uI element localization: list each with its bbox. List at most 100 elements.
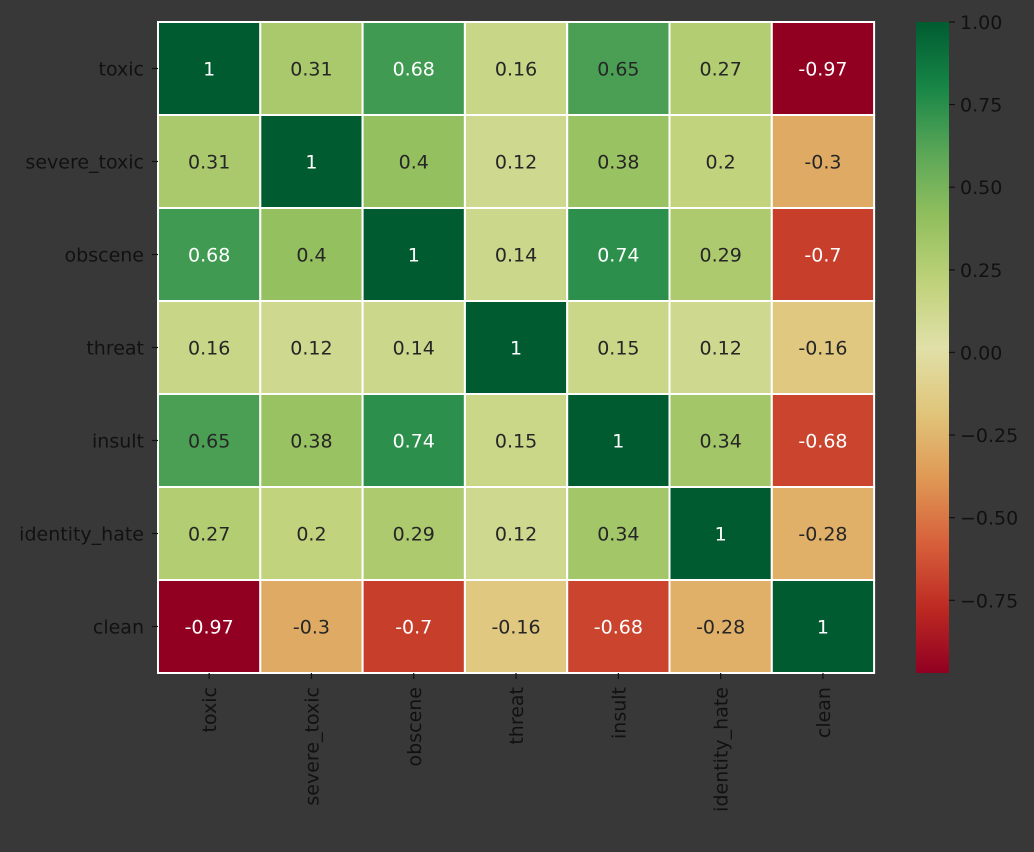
- cell-value-label: 0.12: [495, 524, 537, 546]
- heatmap-cell: [361, 114, 466, 209]
- heatmap-cell: [361, 207, 466, 302]
- cell-value-label: 0.16: [188, 338, 230, 360]
- heatmap-cell-labels: 1 0.31 0.68 0.16 0.65 0.27 -0.97 0.31 1 0.4 0.12 0.…: [185, 59, 848, 639]
- heatmap-cell: [259, 300, 364, 395]
- cell-value-label: 0.38: [597, 152, 639, 174]
- heatmap-cell: [668, 579, 773, 674]
- heatmap-cell: [259, 21, 364, 116]
- cell-value-label: -0.28: [696, 617, 745, 639]
- cell-value-label: 0.2: [296, 524, 326, 546]
- row-tick-label: insult: [92, 431, 144, 453]
- cell-value-label: -0.7: [395, 617, 432, 639]
- heatmap-cell: [463, 207, 569, 302]
- heatmap-cell: [463, 579, 569, 674]
- cell-value-label: 0.15: [495, 431, 537, 453]
- heatmap-cell: [361, 393, 466, 488]
- heatmap-cell: [668, 207, 773, 302]
- column-tick-label: severe_toxic: [301, 687, 323, 806]
- cell-value-label: 0.65: [188, 431, 230, 453]
- cell-value-label: 1: [817, 617, 829, 639]
- heatmap-cell: [566, 579, 671, 674]
- cell-value-label: 0.12: [699, 338, 741, 360]
- colorbar-tick-label: 0.25: [960, 260, 1002, 282]
- column-tick-label: obscene: [404, 687, 426, 766]
- column-tick-labels: toxic severe_toxic obscene threat insult iden…: [199, 673, 835, 812]
- cell-value-label: 0.14: [495, 245, 537, 267]
- row-tick-label: obscene: [65, 245, 144, 267]
- heatmap-cell: [770, 300, 876, 395]
- cell-value-label: 0.68: [188, 245, 230, 267]
- cell-value-label: -0.16: [798, 338, 847, 360]
- cell-value-label: 0.29: [393, 524, 435, 546]
- column-tick-label: insult: [608, 687, 630, 739]
- cell-value-label: -0.97: [185, 617, 234, 639]
- colorbar-tick-label: −0.50: [960, 508, 1018, 530]
- heatmap-cell: [259, 486, 364, 581]
- cell-value-label: 0.16: [495, 59, 537, 81]
- cell-value-label: 0.31: [290, 59, 332, 81]
- heatmap-cell: [668, 21, 773, 116]
- cell-value-label: -0.3: [293, 617, 330, 639]
- cell-value-label: 0.2: [706, 152, 736, 174]
- heatmap-cell: [157, 300, 262, 395]
- cell-value-label: 1: [715, 524, 727, 546]
- cell-value-label: 1: [203, 59, 215, 81]
- heatmap-cell: [259, 207, 364, 302]
- colorbar-tick-label: 0.75: [960, 95, 1002, 117]
- heatmap-cell: [157, 21, 262, 116]
- cell-value-label: 1: [408, 245, 420, 267]
- cell-value-label: 0.74: [393, 431, 435, 453]
- cell-value-label: 0.4: [296, 245, 326, 267]
- column-tick-label: threat: [506, 687, 528, 745]
- cell-value-label: 0.12: [495, 152, 537, 174]
- colorbar-tick-label: −0.25: [960, 425, 1018, 447]
- cell-value-label: 0.31: [188, 152, 230, 174]
- heatmap-cell: [157, 393, 262, 488]
- heatmap-cell: [566, 207, 671, 302]
- column-tick-label: clean: [813, 687, 835, 738]
- heatmap-cell: [770, 579, 876, 674]
- cell-value-label: 1: [612, 431, 624, 453]
- cell-value-label: -0.68: [594, 617, 643, 639]
- heatmap-cell: [566, 486, 671, 581]
- heatmap-cell: [668, 300, 773, 395]
- cell-value-label: -0.3: [804, 152, 841, 174]
- row-tick-label: toxic: [99, 59, 144, 81]
- cell-value-label: -0.97: [798, 59, 847, 81]
- cell-value-label: 0.65: [597, 59, 639, 81]
- cell-value-label: 0.34: [699, 431, 741, 453]
- row-tick-label: threat: [86, 338, 144, 360]
- cell-value-label: 0.29: [699, 245, 741, 267]
- colorbar-tick-label: 0.00: [960, 342, 1002, 364]
- heatmap-cell: [361, 579, 466, 674]
- colorbar-tick-label: 0.50: [960, 177, 1002, 199]
- heatmap-cell: [770, 486, 876, 581]
- cell-value-label: 0.34: [597, 524, 639, 546]
- cell-value-label: 1: [510, 338, 522, 360]
- colorbar-tick-label: −0.75: [960, 590, 1018, 612]
- cell-value-label: 0.15: [597, 338, 639, 360]
- heatmap-cells: [157, 21, 876, 674]
- colorbar-tick-label: 1.00: [960, 12, 1002, 34]
- cell-value-label: 0.14: [393, 338, 435, 360]
- cell-value-label: 0.12: [290, 338, 332, 360]
- colorbar: −0.75 −0.50 −0.25 0.00 0.25 0.50 0.75 1.00: [916, 12, 1018, 673]
- heatmap-cell: [463, 486, 569, 581]
- cell-value-label: 0.27: [699, 59, 741, 81]
- row-tick-label: severe_toxic: [25, 152, 144, 174]
- heatmap-cell: [157, 486, 262, 581]
- colorbar-gradient: [916, 22, 949, 673]
- cell-value-label: 0.27: [188, 524, 230, 546]
- cell-value-label: 0.38: [290, 431, 332, 453]
- cell-value-label: 0.74: [597, 245, 639, 267]
- cell-value-label: -0.68: [798, 431, 847, 453]
- cell-value-label: 0.68: [393, 59, 435, 81]
- cell-value-label: 1: [305, 152, 317, 174]
- heatmap-cell: [361, 21, 466, 116]
- row-tick-label: clean: [93, 617, 144, 639]
- row-tick-label: identity_hate: [19, 524, 144, 546]
- cell-value-label: -0.28: [798, 524, 847, 546]
- cell-value-label: 0.4: [399, 152, 429, 174]
